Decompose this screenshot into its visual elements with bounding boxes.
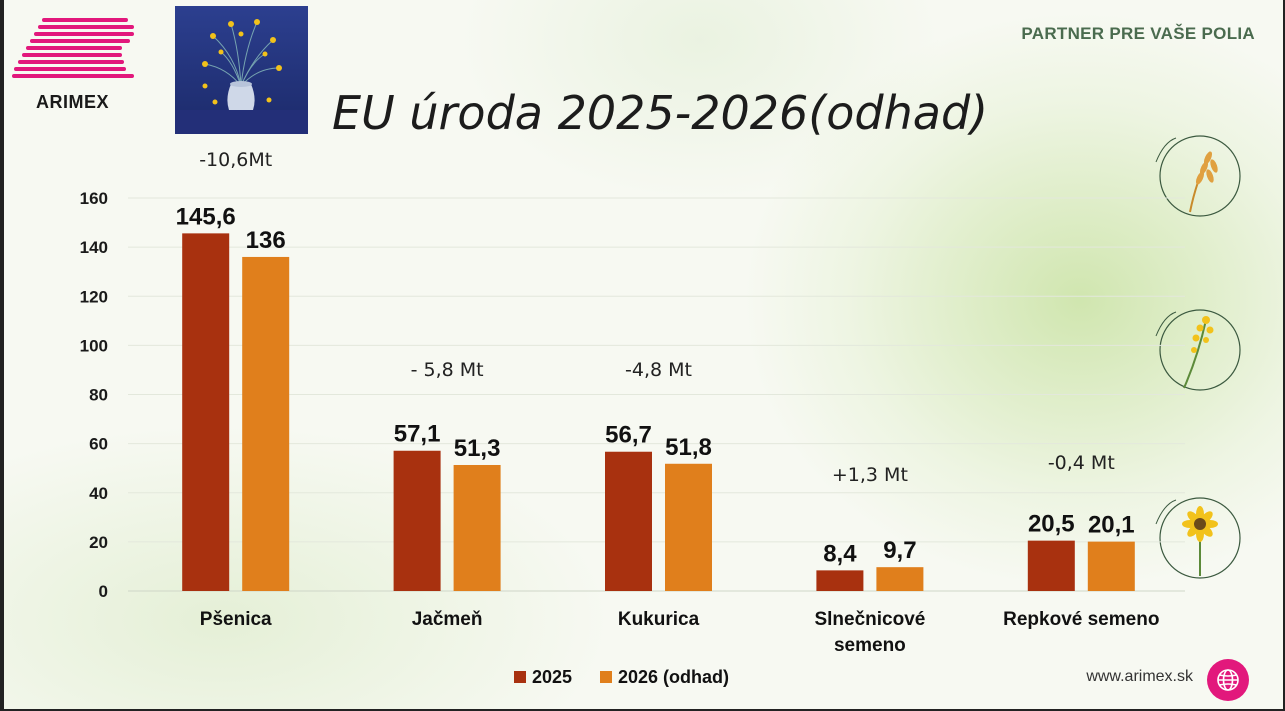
bar-2026: [1087, 541, 1135, 591]
data-label: 51,3: [454, 435, 501, 462]
data-label: 136: [246, 227, 286, 254]
difference-annotation: -4,8 Mt: [625, 359, 692, 381]
y-tick-label: 120: [80, 287, 108, 306]
x-tick-label: Jačmeň: [412, 609, 483, 630]
data-label: 8,4: [823, 540, 857, 567]
y-tick-label: 140: [80, 238, 108, 257]
globe-icon[interactable]: [1206, 658, 1250, 702]
y-tick-label: 20: [89, 533, 108, 552]
data-label: 145,6: [176, 203, 236, 230]
y-tick-label: 0: [99, 582, 108, 601]
data-label: 20,5: [1028, 511, 1075, 538]
brand-name: ARIMEX: [36, 92, 110, 112]
difference-annotation: -10,6Mt: [199, 149, 272, 171]
bar-2025: [605, 451, 652, 591]
legend-swatch: [514, 671, 526, 683]
difference-annotation: +1,3 Mt: [832, 464, 908, 486]
y-tick-label: 100: [80, 336, 108, 355]
y-tick-label: 80: [89, 386, 108, 405]
x-tick-label: Kukurica: [618, 609, 700, 630]
arimex-logo: [12, 18, 134, 78]
wheat-icon: [1155, 135, 1241, 217]
bar-2026: [242, 256, 290, 591]
y-tick-label: 160: [80, 189, 108, 208]
bar-2025: [393, 450, 441, 591]
data-label: 51,8: [665, 434, 712, 461]
legend-label: 2025: [532, 667, 572, 687]
page-title: EU úroda 2025-2026(odhad): [332, 86, 989, 140]
difference-annotation: -0,4 Mt: [1048, 452, 1115, 474]
data-label: 56,7: [605, 422, 652, 449]
legend-label: 2026 (odhad): [618, 667, 729, 687]
data-label: 57,1: [394, 421, 441, 448]
x-tick-label: semeno: [834, 635, 906, 656]
bar-2025: [182, 233, 230, 591]
tagline: PARTNER PRE VAŠE POLIA: [1021, 24, 1255, 43]
y-tick-label: 40: [89, 484, 108, 503]
bar-2025: [1027, 540, 1075, 591]
difference-annotation: - 5,8 Mt: [411, 359, 484, 381]
bar-2026: [453, 464, 501, 591]
rapeseed-icon: [1155, 309, 1241, 391]
data-label: 20,1: [1088, 512, 1135, 539]
bar-2026: [876, 567, 924, 591]
y-tick-label: 60: [89, 435, 108, 454]
sunflower-icon: [1155, 497, 1241, 579]
bar-2026: [665, 463, 712, 591]
website-link[interactable]: www.arimex.sk: [1086, 668, 1193, 685]
x-tick-label: Pšenica: [200, 609, 272, 630]
x-tick-label: Slnečnicové: [814, 609, 925, 630]
eu-vase-photo: [175, 6, 308, 134]
x-tick-label: Repkové semeno: [1003, 609, 1159, 630]
data-label: 9,7: [883, 537, 916, 564]
bar-2025: [816, 570, 864, 591]
legend-swatch: [600, 671, 612, 683]
